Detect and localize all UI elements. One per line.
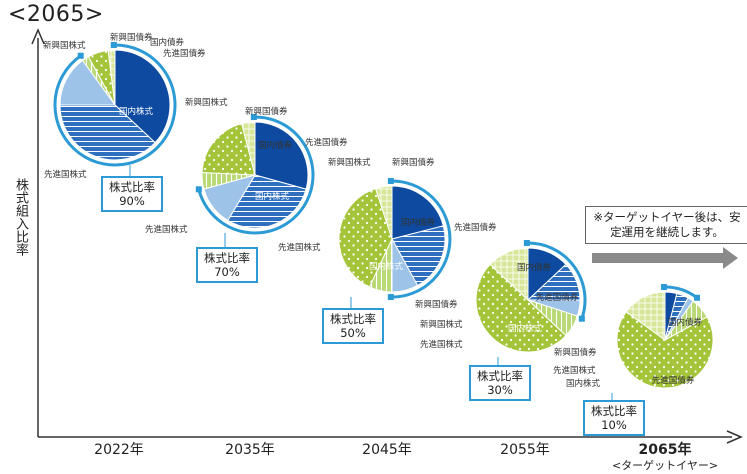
pie-slice-developed_bond xyxy=(625,291,666,341)
arc-end-marker xyxy=(110,42,117,49)
pie-slice-domestic_bond xyxy=(201,123,256,176)
x-tick-label: 2035年 xyxy=(225,442,275,458)
pie-slice-domestic_stock xyxy=(254,121,309,190)
slice-label-emerging_stock: 新興国株式 xyxy=(420,319,463,330)
slice-label-developed_bond: 先進国債券 xyxy=(454,222,497,233)
pie-slice-domestic_bond xyxy=(475,263,567,353)
stock-ratio-label: 株式比率 xyxy=(204,251,250,265)
slice-label-emerging_bond: 新興国債券 xyxy=(392,157,435,168)
stock-ratio-label: 株式比率 xyxy=(109,180,155,194)
stock-ratio-box xyxy=(322,308,384,344)
slice-label-emerging_bond: 新興国債券 xyxy=(110,32,153,43)
slice-label-developed_bond: 先進国債券 xyxy=(305,137,348,148)
x-tick-label: 2022年 xyxy=(94,442,144,458)
pie-slice-domestic_stock xyxy=(114,49,171,144)
slice-label-emerging_stock: 新興国株式 xyxy=(328,157,371,168)
arc-end-marker xyxy=(387,178,394,185)
slice-label-domestic_stock: 国内株式 xyxy=(255,191,290,202)
x-tick-sublabel: <ターゲットイヤー> xyxy=(612,459,718,472)
slice-label-developed_bond: 先進国債券 xyxy=(652,375,695,386)
stock-ratio-value: 50% xyxy=(340,326,366,340)
arc-end-marker xyxy=(195,186,202,193)
slice-label-domestic_bond: 国内債券 xyxy=(668,317,703,328)
arc-end-marker xyxy=(250,114,257,121)
slice-label-developed_stock: 先進国株式 xyxy=(553,365,596,376)
x-axis-arrow xyxy=(726,430,743,444)
slice-label-domestic_stock: 国内株式 xyxy=(119,106,154,117)
stock-ratio-value: 30% xyxy=(487,383,513,397)
arc-end-marker xyxy=(77,52,84,59)
stock-ratio-label: 株式比率 xyxy=(330,312,376,326)
slice-label-domestic_stock: 国内株式 xyxy=(566,378,601,389)
slice-label-developed_stock: 先進国株式 xyxy=(420,339,463,350)
pie-slice-developed_stock xyxy=(391,225,446,287)
continuation-arrow xyxy=(592,247,738,269)
slice-label-developed_stock: 先進国株式 xyxy=(145,224,188,235)
pie-slice-domestic_bond xyxy=(616,311,714,389)
arc-end-marker xyxy=(523,240,530,247)
x-tick-label: 2055年 xyxy=(500,442,550,458)
slice-label-emerging_bond: 新興国債券 xyxy=(415,299,458,310)
pie-slice-developed_stock xyxy=(59,104,156,161)
slice-label-domestic_bond: 国内債券 xyxy=(401,217,436,228)
stock-ratio-box xyxy=(101,176,163,212)
pie-slice-emerging_stock xyxy=(59,59,116,106)
slice-label-domestic_bond: 国内債券 xyxy=(258,140,293,151)
stock-ratio-arc xyxy=(526,241,587,320)
slice-label-domestic_stock: 国内株式 xyxy=(508,323,543,334)
pie-slice-domestic_bond xyxy=(338,187,393,288)
pie-slice-developed_bond xyxy=(107,49,116,106)
stock-ratio-arc xyxy=(53,43,177,167)
stock-ratio-label: 株式比率 xyxy=(591,404,637,418)
pie-slice-domestic_stock xyxy=(391,185,444,240)
arc-end-marker xyxy=(694,294,700,301)
stock-ratio-arc xyxy=(197,115,315,235)
arc-end-marker xyxy=(578,315,585,322)
slice-label-developed_bond: 先進国債券 xyxy=(536,292,579,303)
slice-label-emerging_stock: 新興国株式 xyxy=(43,40,86,51)
stock-ratio-arc xyxy=(390,179,452,299)
slice-label-emerging_bond: 新興国債券 xyxy=(554,347,597,358)
post-target-note: ※ターゲットイヤー後は、安定運用を継続します。 xyxy=(585,206,747,244)
pie-slice-developed_bond xyxy=(374,185,393,240)
stock-ratio-value: 10% xyxy=(601,418,627,432)
y-axis-label: 株式組入比率 xyxy=(13,178,28,256)
stock-ratio-value: 70% xyxy=(214,265,240,279)
arc-end-marker xyxy=(660,284,667,291)
slice-label-emerging_bond: 新興国債券 xyxy=(245,106,288,117)
stock-ratio-value: 90% xyxy=(119,194,145,208)
pie-slice-developed_bond xyxy=(241,121,256,176)
slice-label-developed_stock: 先進国株式 xyxy=(44,169,87,180)
stock-ratio-label: 株式比率 xyxy=(477,369,523,383)
x-tick-label: 2045年 xyxy=(362,442,412,458)
slice-label-domestic_bond: 国内債券 xyxy=(517,262,552,273)
chart-title: <2065> xyxy=(8,2,104,27)
slice-label-developed_stock: 先進国株式 xyxy=(278,242,321,253)
y-axis-arrow xyxy=(31,28,45,45)
pie-slice-developed_bond xyxy=(489,247,529,302)
stock-ratio-box xyxy=(196,247,258,283)
stock-ratio-box xyxy=(583,400,645,436)
arc-end-marker xyxy=(387,293,394,300)
slice-label-domestic_bond: 国内債券 xyxy=(150,37,185,48)
slice-label-emerging_stock: 新興国株式 xyxy=(185,97,228,108)
slice-label-domestic_stock: 国内株式 xyxy=(369,261,404,272)
x-tick-label: 2065年 xyxy=(639,441,692,458)
slice-label-developed_bond: 先進国債券 xyxy=(163,48,206,59)
stock-ratio-box xyxy=(469,365,531,401)
